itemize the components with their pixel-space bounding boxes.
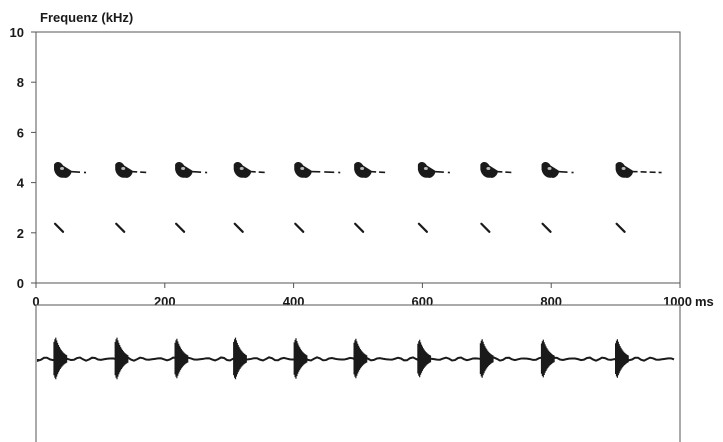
call-syllable: [294, 161, 341, 233]
blob-gap: [547, 167, 552, 171]
harmonic-dash: [294, 222, 305, 233]
fundamental-blob: [54, 161, 72, 178]
trailing-streak: [433, 170, 450, 174]
waveform-burst: [53, 337, 68, 380]
blob-gap: [181, 167, 186, 171]
blob-gap: [360, 167, 365, 171]
harmonic-dash: [480, 222, 491, 233]
fundamental-blob: [615, 161, 634, 178]
blob-gap: [621, 167, 626, 171]
harmonic-dash: [233, 222, 244, 233]
trailing-streak: [131, 170, 148, 174]
call-syllable: [615, 161, 662, 233]
trailing-streak: [191, 170, 208, 174]
waveform-burst: [353, 338, 368, 379]
trailing-streak: [496, 170, 513, 174]
blob-gap: [486, 167, 491, 171]
call-syllable: [175, 161, 208, 233]
call-syllable: [53, 161, 87, 233]
x-axis-unit: ms: [695, 294, 714, 309]
waveform-burst: [174, 338, 189, 379]
y-tick-label: 8: [17, 75, 24, 90]
waveform-burst: [615, 339, 629, 378]
harmonic-dash: [354, 222, 365, 233]
waveform-burst: [293, 338, 308, 379]
call-syllable: [354, 161, 387, 233]
fundamental-blob: [354, 161, 372, 178]
fundamental-blob: [175, 161, 193, 178]
waveform-burst: [233, 337, 247, 380]
call-syllables: [53, 161, 662, 233]
harmonic-dash: [417, 222, 428, 233]
call-syllable: [233, 161, 266, 233]
call-syllable: [541, 161, 574, 233]
y-tick-label: 10: [10, 25, 24, 40]
waveform-burst: [417, 339, 432, 378]
x-tick-label: 0: [32, 294, 39, 309]
harmonic-dash: [541, 222, 552, 233]
trailing-streak: [557, 170, 574, 174]
y-tick-label: 4: [17, 176, 25, 191]
y-axis-ticks: 0 2 4 6 8 10: [10, 25, 36, 291]
fundamental-blob: [233, 161, 252, 178]
trailing-streak: [631, 170, 662, 174]
trailing-streak: [249, 170, 266, 174]
y-axis-label: Frequenz (kHz): [40, 10, 133, 25]
fundamental-blob: [115, 161, 133, 178]
harmonic-dash: [175, 222, 186, 233]
trailing-streak: [310, 170, 341, 174]
y-tick-label: 0: [17, 276, 24, 291]
trailing-streak: [69, 170, 87, 174]
blob-gap: [423, 167, 428, 171]
trailing-streak: [370, 170, 387, 174]
waveform-burst: [114, 337, 129, 380]
call-syllable: [115, 161, 148, 233]
waveform-bursts: [53, 337, 629, 380]
spectrogram-frame: [35, 31, 681, 284]
y-tick-label: 2: [17, 226, 24, 241]
harmonic-dash: [53, 222, 65, 233]
harmonic-dash: [115, 222, 126, 233]
blob-gap: [60, 167, 65, 171]
call-syllable: [417, 161, 450, 233]
blob-gap: [239, 167, 244, 171]
fundamental-blob: [417, 161, 436, 178]
waveform-burst: [479, 339, 494, 378]
waveform-burst: [540, 339, 555, 378]
blob-gap: [121, 167, 126, 171]
fundamental-blob: [541, 161, 559, 178]
blob-gap: [300, 167, 305, 171]
call-syllable: [480, 161, 513, 233]
fundamental-blob: [480, 161, 498, 178]
y-tick-label: 6: [17, 125, 24, 140]
oscillogram-panel: [35, 304, 681, 442]
fundamental-blob: [294, 161, 312, 178]
harmonic-dash: [615, 222, 626, 233]
